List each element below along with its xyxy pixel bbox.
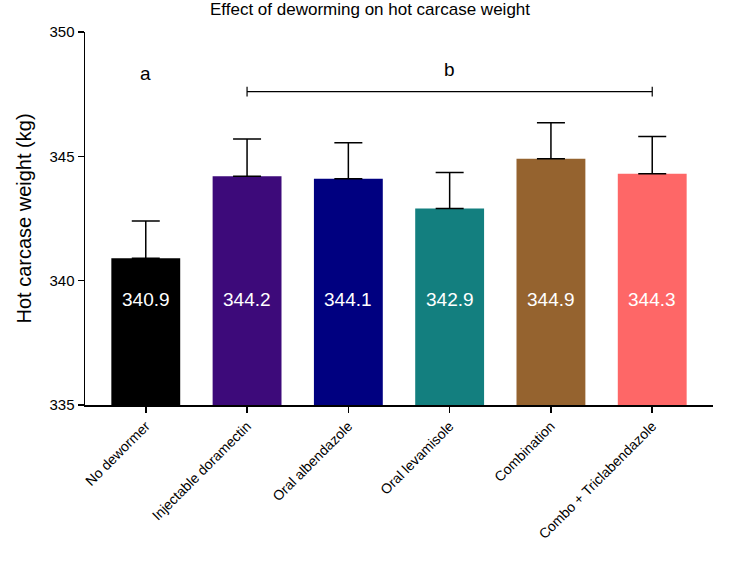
svg-text:342.9: 342.9 bbox=[426, 289, 474, 310]
svg-text:Hot carcase weight (kg): Hot carcase weight (kg) bbox=[13, 113, 35, 323]
svg-text:345: 345 bbox=[49, 148, 74, 165]
svg-text:Effect of deworming on hot car: Effect of deworming on hot carcase weigh… bbox=[210, 0, 530, 19]
svg-text:a: a bbox=[140, 63, 151, 84]
svg-text:344.1: 344.1 bbox=[324, 289, 372, 310]
svg-text:350: 350 bbox=[49, 23, 74, 40]
svg-text:b: b bbox=[444, 59, 455, 80]
svg-text:340.9: 340.9 bbox=[122, 289, 170, 310]
svg-text:Oral levamisole: Oral levamisole bbox=[377, 418, 457, 498]
svg-text:Combination: Combination bbox=[491, 418, 558, 485]
svg-text:344.3: 344.3 bbox=[628, 289, 676, 310]
svg-text:340: 340 bbox=[49, 272, 74, 289]
svg-text:344.2: 344.2 bbox=[223, 289, 271, 310]
svg-text:No dewormer: No dewormer bbox=[82, 418, 153, 489]
svg-text:344.9: 344.9 bbox=[527, 289, 575, 310]
svg-text:Combo + Triclabendazole: Combo + Triclabendazole bbox=[535, 418, 659, 542]
svg-text:Oral albendazole: Oral albendazole bbox=[269, 418, 355, 504]
svg-text:Injectable doramectin: Injectable doramectin bbox=[149, 418, 254, 523]
svg-text:335: 335 bbox=[49, 396, 74, 413]
